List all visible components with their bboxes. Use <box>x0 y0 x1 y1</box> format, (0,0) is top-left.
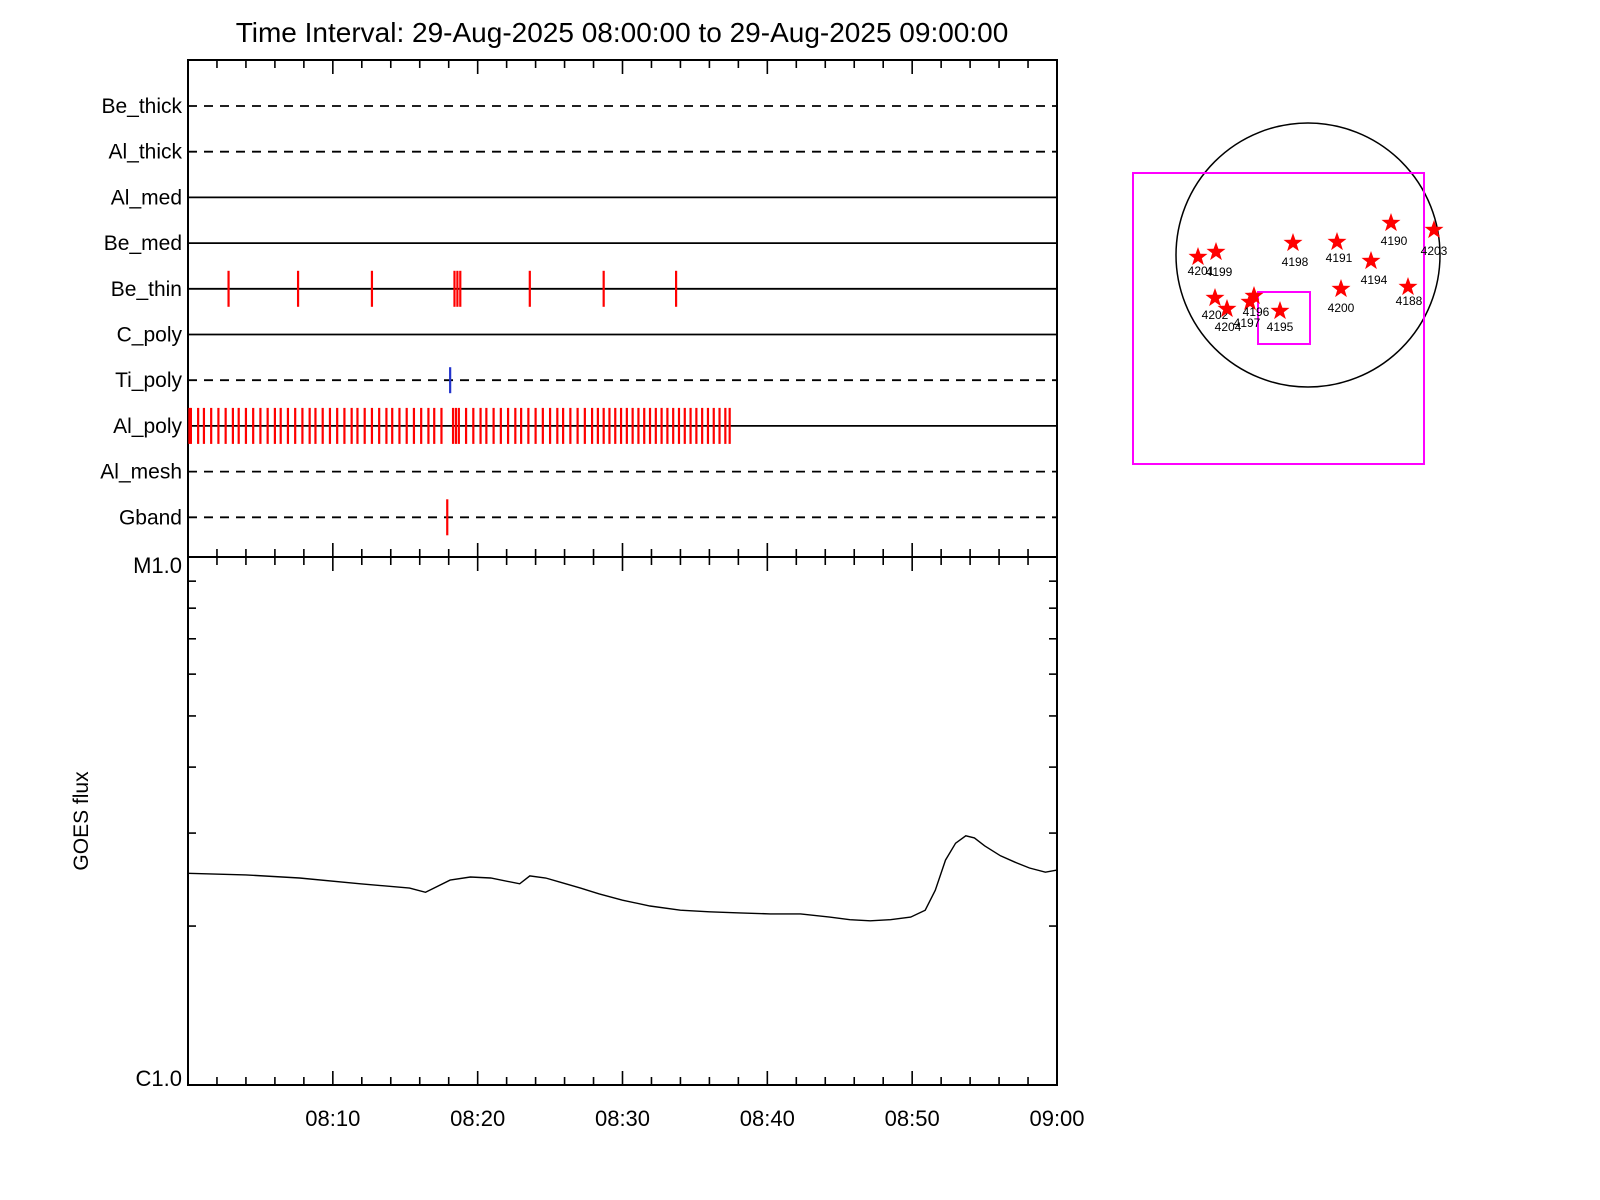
timeline-panel-border <box>187 59 1058 558</box>
active-region-label-4194: 4194 <box>1361 273 1388 287</box>
row-label-Be_thick: Be_thick <box>101 95 182 118</box>
active-region-label-4188: 4188 <box>1396 294 1423 308</box>
y-axis-top-label: M1.0 <box>133 553 182 578</box>
row-label-Ti_poly: Ti_poly <box>115 369 182 392</box>
goes-flux-panel: 08:10 08:20 08:30 08:40 08:50 09:00 <box>187 556 1085 1131</box>
active-region-label-4197: 4197 <box>1234 316 1261 330</box>
active-region-label-4191: 4191 <box>1326 251 1353 265</box>
chart-title: Time Interval: 29-Aug-2025 08:00:00 to 2… <box>236 17 1009 48</box>
fov-box-0 <box>1132 172 1425 465</box>
active-region-star-4191 <box>1327 232 1347 251</box>
active-region-star-4202 <box>1205 288 1225 307</box>
row-label-Al_poly: Al_poly <box>113 415 182 438</box>
row-label-C_poly: C_poly <box>117 324 183 347</box>
y-axis-bottom-label: C1.0 <box>136 1066 182 1091</box>
x-tick-label-3: 08:40 <box>740 1106 795 1131</box>
active-region-star-4188 <box>1398 277 1418 296</box>
active-region-label-4203: 4203 <box>1421 244 1448 258</box>
active-region-star-4203 <box>1424 220 1444 239</box>
active-region-label-4196: 4196 <box>1243 305 1270 319</box>
x-tick-label-2: 08:30 <box>595 1106 650 1131</box>
active-region-label-4200: 4200 <box>1328 301 1355 315</box>
row-label-Al_mesh: Al_mesh <box>100 461 182 484</box>
active-region-star-4204 <box>1217 299 1237 318</box>
goes-flux-axis-label: GOES flux <box>70 771 93 871</box>
solar-limb-circle <box>1175 122 1441 388</box>
row-label-Be_med: Be_med <box>104 232 182 255</box>
active-region-label-4201: 4201 <box>1188 264 1215 278</box>
active-region-label-4198: 4198 <box>1282 255 1309 269</box>
active-region-star-4194 <box>1361 251 1381 270</box>
row-label-Gband: Gband <box>119 506 182 529</box>
active-region-star-4195 <box>1270 301 1290 320</box>
goes-flux-curve <box>187 835 1058 922</box>
active-region-star-4201 <box>1188 247 1208 266</box>
row-label-Al_med: Al_med <box>111 186 182 209</box>
row-label-Be_thin: Be_thin <box>111 278 182 301</box>
active-region-star-4196 <box>1244 286 1264 305</box>
x-tick-label-5: 09:00 <box>1029 1106 1084 1131</box>
row-label-Al_thick: Al_thick <box>108 141 182 164</box>
active-region-label-4199: 4199 <box>1206 265 1233 279</box>
active-region-label-4190: 4190 <box>1381 234 1408 248</box>
x-tick-label-0: 08:10 <box>305 1106 360 1131</box>
active-region-star-4198 <box>1283 233 1303 252</box>
x-tick-label-4: 08:50 <box>885 1106 940 1131</box>
filter-timeline-panel: Be_thick Al_thick Al_med Be_med Be_thin C_pol… <box>100 59 1058 558</box>
active-region-star-4199 <box>1206 242 1226 261</box>
goes-panel-border <box>187 556 1058 1086</box>
active-region-label-4195: 4195 <box>1267 320 1294 334</box>
active-region-star-4200 <box>1331 279 1351 298</box>
active-region-label-4202: 4202 <box>1202 308 1229 322</box>
fov-box-1 <box>1257 291 1311 345</box>
active-region-label-4204: 4204 <box>1215 320 1242 334</box>
active-region-star-4190 <box>1381 213 1401 232</box>
x-tick-label-1: 08:20 <box>450 1106 505 1131</box>
